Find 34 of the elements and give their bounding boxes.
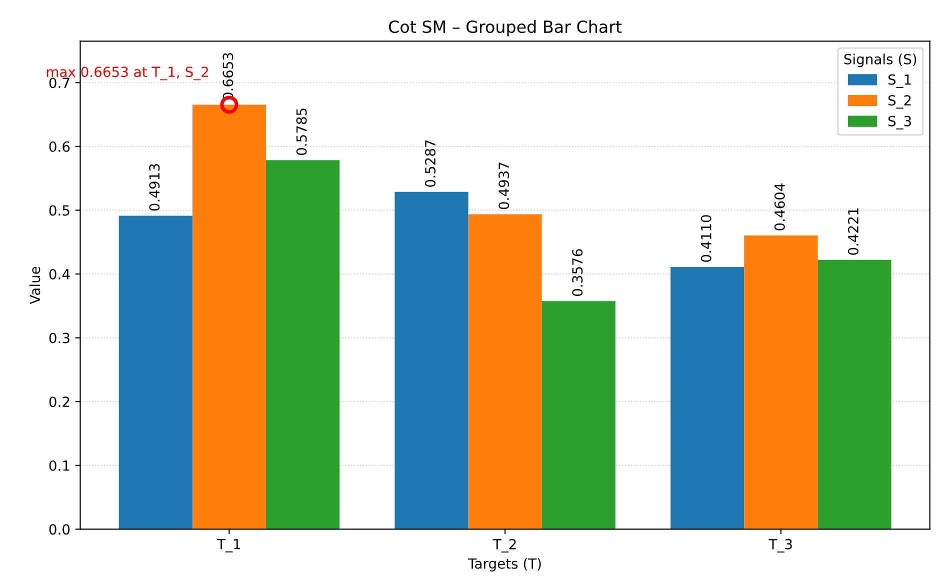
bar <box>818 260 892 530</box>
y-tick-label: 0.6 <box>49 141 70 152</box>
bar <box>744 235 818 530</box>
data-label: 0.4913 <box>149 164 160 211</box>
y-tick-label: 0.0 <box>49 524 70 535</box>
data-label: 0.5287 <box>425 140 436 187</box>
bar <box>468 214 542 530</box>
data-label: 0.4604 <box>774 183 785 230</box>
data-label: 0.4221 <box>848 208 858 255</box>
bar <box>266 160 340 530</box>
legend-label: S_3 <box>888 116 911 130</box>
y-tick-label: 0.4 <box>49 268 70 280</box>
data-label: 0.5785 <box>296 108 307 156</box>
bar <box>192 104 266 530</box>
x-tick-label: T_3 <box>768 538 792 553</box>
data-label: 0.3576 <box>572 249 583 296</box>
y-tick-label: 0.3 <box>49 332 70 344</box>
y-tick-label: 0.5 <box>49 205 70 216</box>
legend-label: S_2 <box>888 95 911 109</box>
bar <box>394 192 468 530</box>
y-axis-title: Value <box>29 266 40 304</box>
x-axis-title: Targets (T) <box>468 558 541 572</box>
y-tick-label: 0.1 <box>49 460 70 471</box>
bar <box>542 301 616 530</box>
x-tick-label: T_1 <box>217 538 240 552</box>
bar <box>118 216 192 530</box>
chart-title: Cot SM – Grouped Bar Chart <box>388 20 622 36</box>
bar <box>670 267 744 530</box>
legend-title: Signals (S) <box>844 54 916 68</box>
y-tick-label: 0.2 <box>49 396 70 408</box>
legend-label: S_1 <box>888 74 911 88</box>
x-tick-label: T_2 <box>492 538 516 553</box>
data-label: 0.4110 <box>700 215 712 262</box>
data-label: 0.4937 <box>498 162 510 210</box>
